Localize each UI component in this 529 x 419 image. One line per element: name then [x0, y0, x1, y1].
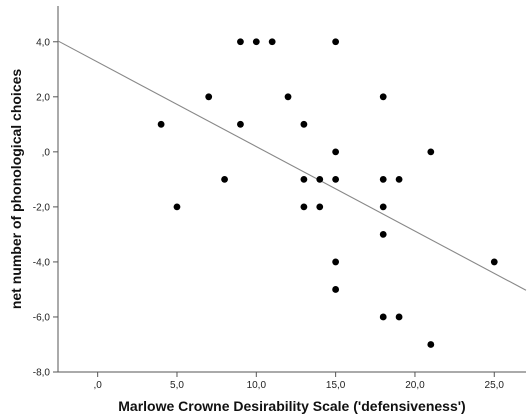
data-point: [379, 313, 387, 321]
data-point: [379, 203, 387, 211]
data-point: [221, 175, 228, 183]
data-point: [316, 175, 324, 183]
data-point: [395, 175, 403, 183]
x-tick-label: 25,0: [485, 380, 505, 391]
data-point: [316, 203, 324, 211]
data-point: [300, 120, 308, 128]
y-tick-label: -8,0: [33, 368, 51, 379]
data-point: [332, 175, 340, 183]
data-point: [284, 93, 292, 101]
y-tick-label: 4,0: [36, 37, 50, 48]
regression-line: [57, 40, 527, 291]
x-ticks: ,0 5,0 10,0 15,0 20,0 25,0: [93, 372, 504, 391]
data-point: [395, 313, 403, 321]
axes: [57, 6, 526, 373]
x-tick-label: 20,0: [405, 380, 425, 391]
data-point: [427, 341, 435, 348]
data-point: [332, 148, 340, 156]
data-point: [332, 286, 340, 293]
y-ticks: -8,0 -6,0 -4,0 -2,0 ,0 2,0 4,0: [33, 37, 58, 379]
data-point: [252, 38, 260, 46]
y-tick-label: -2,0: [33, 202, 51, 213]
data-point: [332, 38, 340, 46]
data-point: [300, 175, 308, 183]
data-point: [268, 38, 276, 46]
data-point: [490, 258, 498, 266]
data-point: [237, 38, 244, 46]
x-tick-label: ,0: [93, 380, 102, 391]
x-tick-label: 15,0: [326, 380, 346, 391]
x-tick-label: 5,0: [170, 380, 184, 391]
y-tick-label: -6,0: [33, 312, 51, 323]
data-point: [379, 175, 387, 183]
data-point: [427, 148, 435, 156]
data-point: [300, 203, 308, 211]
data-point: [205, 93, 213, 101]
y-tick-label: 2,0: [36, 92, 50, 103]
data-point: [379, 93, 387, 101]
x-tick-label: 10,0: [247, 380, 267, 391]
data-point: [157, 120, 165, 128]
data-point: [173, 203, 181, 211]
y-tick-label: -4,0: [33, 257, 51, 268]
y-tick-label: ,0: [42, 147, 51, 158]
data-point: [237, 120, 244, 128]
data-point: [379, 231, 387, 238]
data-points: [157, 38, 498, 348]
data-point: [332, 258, 340, 266]
x-axis-title: Marlowe Crowne Desirability Scale ('defe…: [118, 398, 465, 414]
y-axis-title: net number of phonological choices: [8, 69, 24, 310]
